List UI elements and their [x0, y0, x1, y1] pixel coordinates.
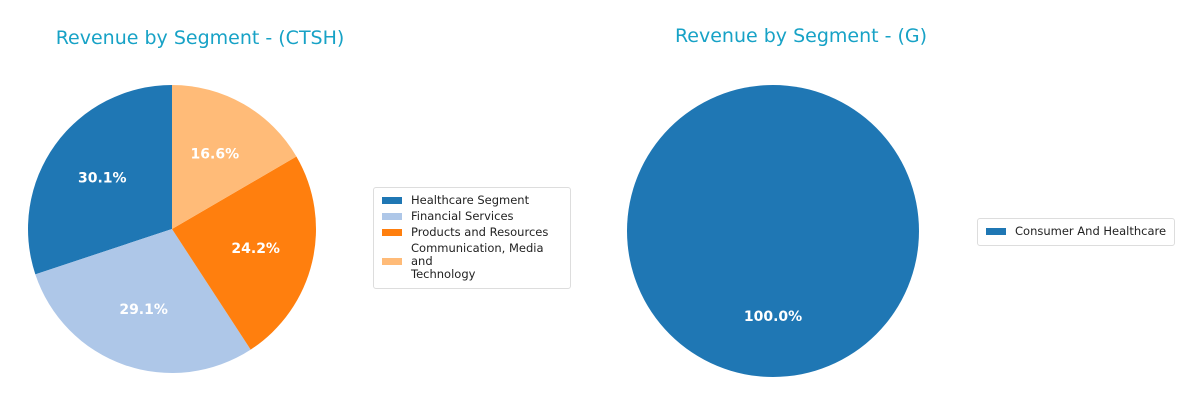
pct-label: 16.6% — [191, 146, 240, 162]
legend-item-products: Products and Resources — [382, 226, 562, 239]
pie-slice — [172, 156, 316, 350]
pct-label: 100.0% — [744, 309, 802, 325]
legend-item-financial: Financial Services — [382, 210, 562, 223]
pct-label: 30.1% — [78, 171, 127, 187]
legend-item-communication: Communication, Media and Technology — [382, 242, 562, 281]
legend-ctsh: Healthcare Segment Financial Services Pr… — [373, 187, 571, 289]
swatch-icon — [382, 258, 402, 265]
legend-label: Consumer And Healthcare — [1015, 224, 1167, 238]
legend-label: Financial Services — [411, 209, 514, 223]
legend-label: Communication, Media and Technology — [411, 241, 544, 281]
legend-label: Healthcare Segment — [411, 193, 530, 207]
pie-slice — [27, 85, 172, 275]
chart-title-g: Revenue by Segment - (G) — [674, 25, 928, 47]
pie-ctsh: 30.1% 29.1% 24.2% 16.6% — [27, 85, 316, 374]
pct-label: 29.1% — [119, 302, 168, 318]
swatch-icon — [382, 213, 402, 220]
swatch-icon — [382, 197, 402, 204]
swatch-icon — [986, 228, 1006, 235]
chart-title-ctsh: Revenue by Segment - (CTSH) — [55, 27, 345, 49]
pie-slice — [627, 85, 919, 377]
pie-g: 100.0% — [627, 85, 919, 377]
swatch-icon — [382, 229, 402, 236]
legend-item-consumer: Consumer And Healthcare — [986, 225, 1166, 238]
legend-label: Products and Resources — [411, 225, 549, 239]
legend-g: Consumer And Healthcare — [977, 218, 1176, 246]
legend-item-healthcare: Healthcare Segment — [382, 194, 562, 207]
pie-slice — [172, 85, 297, 229]
pct-label: 24.2% — [231, 241, 280, 257]
pie-slice — [35, 229, 251, 374]
